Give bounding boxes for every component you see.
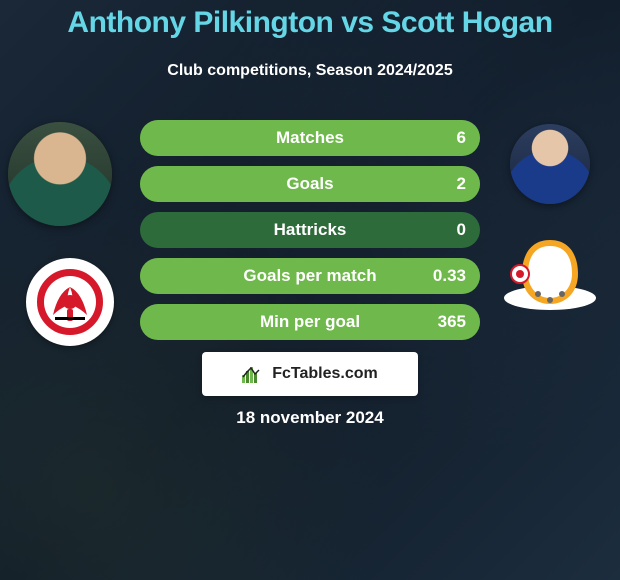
comparison-title: Anthony Pilkington vs Scott Hogan — [0, 6, 620, 40]
stat-bar-value: 0 — [457, 220, 466, 240]
player-avatar-left — [8, 122, 112, 226]
stat-bar: Goals 2 — [140, 166, 480, 202]
stat-bar: Min per goal 365 — [140, 304, 480, 340]
brand-badge: FcTables.com — [202, 352, 418, 396]
stat-bar: Goals per match 0.33 — [140, 258, 480, 294]
club-badge-right — [500, 234, 600, 314]
stat-bar-label: Hattricks — [274, 220, 347, 240]
club-crest-left-icon — [33, 265, 107, 339]
club-badge-left — [26, 258, 114, 346]
player-avatar-right — [510, 124, 590, 204]
stat-bar: Hattricks 0 — [140, 212, 480, 248]
stat-bar-value: 365 — [438, 312, 466, 332]
stat-bar-value: 6 — [457, 128, 466, 148]
player-face-left — [8, 122, 112, 226]
stat-bar-label: Goals per match — [243, 266, 376, 286]
stat-bar-label: Goals — [286, 174, 333, 194]
stat-bar: Matches 6 — [140, 120, 480, 156]
stat-bar-value: 0.33 — [433, 266, 466, 286]
comparison-date: 18 november 2024 — [0, 408, 620, 428]
comparison-subtitle: Club competitions, Season 2024/2025 — [0, 62, 620, 80]
brand-text: FcTables.com — [272, 365, 378, 383]
club-crest-right-icon — [500, 234, 600, 314]
stat-bar-value: 2 — [457, 174, 466, 194]
bar-chart-icon — [242, 365, 264, 383]
stat-bar-label: Matches — [276, 128, 344, 148]
player-face-right — [510, 124, 590, 204]
stat-bars: Matches 6 Goals 2 Hattricks 0 Goals per … — [140, 120, 480, 350]
stat-bar-label: Min per goal — [260, 312, 360, 332]
